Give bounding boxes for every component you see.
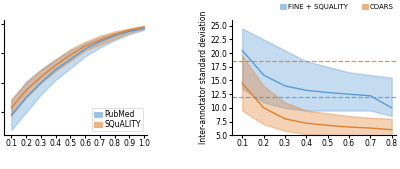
Legend: FINE + SQUALITY, COARS: FINE + SQUALITY, COARS — [279, 3, 394, 10]
Legend: PubMed, SQuALITY: PubMed, SQuALITY — [92, 108, 143, 131]
Y-axis label: Inter-annotator standard deviation: Inter-annotator standard deviation — [199, 11, 208, 144]
